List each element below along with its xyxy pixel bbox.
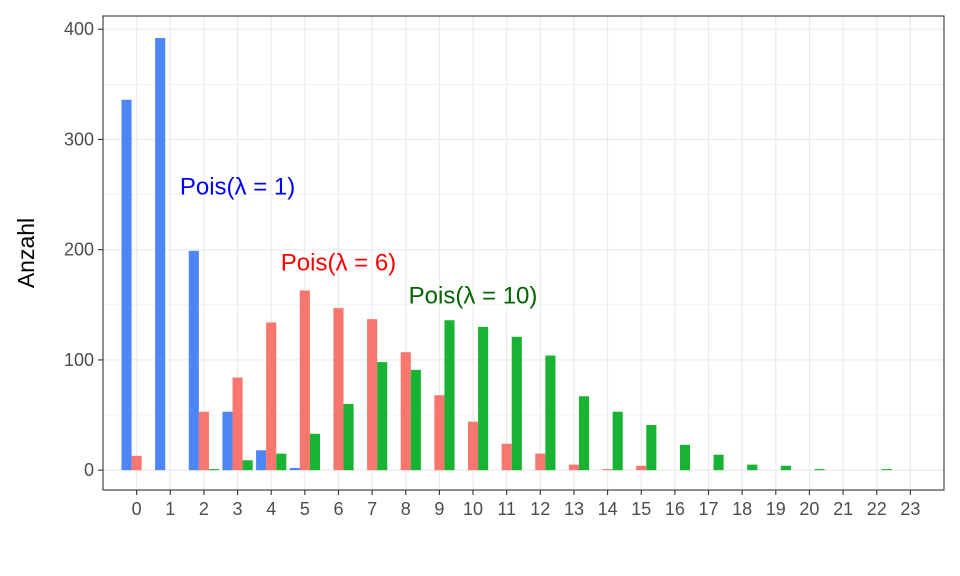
x-tick-label: 7 xyxy=(367,499,377,519)
x-tick-label: 5 xyxy=(300,499,310,519)
x-tick-label: 9 xyxy=(434,499,444,519)
x-tick-label: 4 xyxy=(266,499,276,519)
bar xyxy=(377,362,388,471)
x-tick-label: 6 xyxy=(333,499,343,519)
bar xyxy=(478,326,489,471)
bar xyxy=(602,469,613,471)
bar xyxy=(410,369,421,471)
bar xyxy=(367,319,378,471)
bar xyxy=(545,355,556,471)
bar xyxy=(276,453,287,471)
x-tick-label: 0 xyxy=(132,499,142,519)
y-axis-label: Anzahl xyxy=(13,218,39,288)
x-tick-label: 21 xyxy=(833,499,853,519)
panel-border xyxy=(102,15,945,491)
x-tick-label: 22 xyxy=(867,499,887,519)
bar xyxy=(434,395,445,471)
annotations: Pois(λ = 1) Pois(λ = 6) Pois(λ = 10) xyxy=(180,174,538,310)
x-tick-label: 13 xyxy=(564,499,584,519)
bar xyxy=(881,469,892,471)
bar xyxy=(636,465,647,471)
bar xyxy=(713,454,724,471)
bar xyxy=(814,469,825,471)
x-tick-label: 11 xyxy=(497,499,516,519)
y-tick-label: 200 xyxy=(64,240,94,260)
bar xyxy=(232,377,243,471)
bar xyxy=(780,465,791,471)
y-tick-label: 400 xyxy=(64,19,94,39)
bar xyxy=(501,443,512,471)
bar xyxy=(343,404,354,471)
bar xyxy=(299,290,310,471)
x-tick-label: 2 xyxy=(199,499,209,519)
x-tick-label: 8 xyxy=(401,499,411,519)
y-tick-label: 300 xyxy=(64,129,94,149)
x-tick-label: 12 xyxy=(530,499,550,519)
bar xyxy=(188,250,199,471)
bar xyxy=(511,336,522,471)
x-tick-label: 14 xyxy=(598,499,618,519)
x-tick-label: 18 xyxy=(732,499,752,519)
x-tick-label: 23 xyxy=(900,499,920,519)
bar xyxy=(646,424,657,471)
x-tick-label: 1 xyxy=(165,499,175,519)
x-tick-label: 15 xyxy=(631,499,651,519)
annotation-label: Pois(λ = 6) xyxy=(281,250,396,277)
bar xyxy=(131,455,142,471)
bar xyxy=(568,464,580,471)
annotation-label: Pois(λ = 1) xyxy=(180,174,295,201)
x-tick-label: 19 xyxy=(766,499,786,519)
annotation-label: Pois(λ = 10) xyxy=(409,283,538,310)
bar xyxy=(198,411,209,471)
bar xyxy=(256,450,267,471)
bar xyxy=(612,411,623,471)
bar xyxy=(121,99,132,471)
x-tick-label: 3 xyxy=(233,499,243,519)
bar xyxy=(679,444,691,471)
bar xyxy=(579,396,590,471)
bars xyxy=(121,38,892,471)
x-tick-label: 10 xyxy=(463,499,483,519)
x-tick-label: 20 xyxy=(799,499,819,519)
bar xyxy=(400,352,411,471)
y-tick-label: 0 xyxy=(84,460,94,480)
bar xyxy=(309,433,320,471)
bar xyxy=(467,421,479,471)
x-tick-label: 17 xyxy=(699,499,719,519)
bar xyxy=(208,469,220,471)
bar xyxy=(747,464,758,471)
bar xyxy=(333,308,344,471)
y-tick-label: 100 xyxy=(64,350,94,370)
x-tick-label: 16 xyxy=(665,499,685,519)
bar xyxy=(266,322,277,471)
plot-panel xyxy=(103,16,944,490)
bar xyxy=(155,38,166,471)
bar xyxy=(289,467,300,471)
bar xyxy=(444,320,455,471)
bar xyxy=(242,460,253,471)
bar xyxy=(222,411,233,471)
bar xyxy=(535,453,546,471)
